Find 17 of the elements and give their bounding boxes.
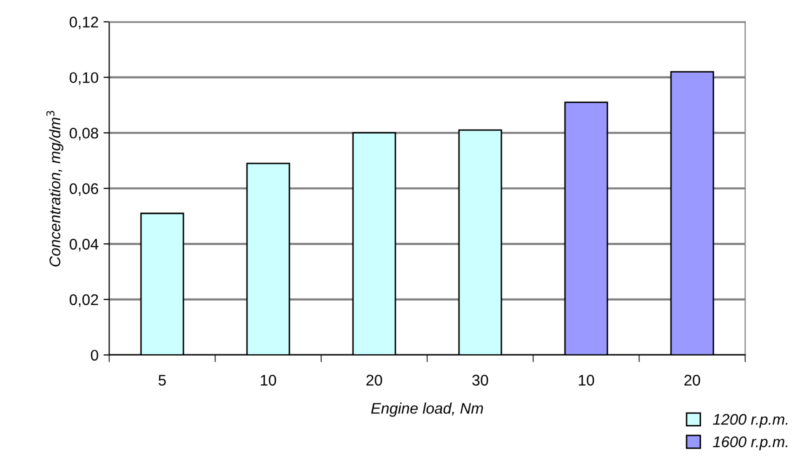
x-tick-label: 5 [158,374,166,386]
x-tick-label: 30 [472,374,488,386]
legend-label: 1600 r.p.m. [712,436,788,450]
y-axis-title: Concentration, mg/dm$^{3}$ [46,110,64,266]
x-tick-label: 20 [684,374,700,386]
x-tick-label: 10 [578,374,594,386]
x-tick-label: 20 [366,374,382,386]
y-tick-label: 0,08 [70,128,98,140]
x-tick-label: 10 [260,374,276,386]
x-axis-title: Engine load, Nm [371,402,483,417]
y-tick-label: 0,10 [70,72,98,85]
y-tick-label: 0,12 [70,16,98,30]
legend-label: 1200 r.p.m. [712,414,788,428]
y-tick-label: 0 [90,350,98,361]
y-tick-label: 0,04 [70,238,98,252]
y-tick-label: 0,06 [70,183,98,196]
y-tick-label: 0,02 [70,294,98,307]
